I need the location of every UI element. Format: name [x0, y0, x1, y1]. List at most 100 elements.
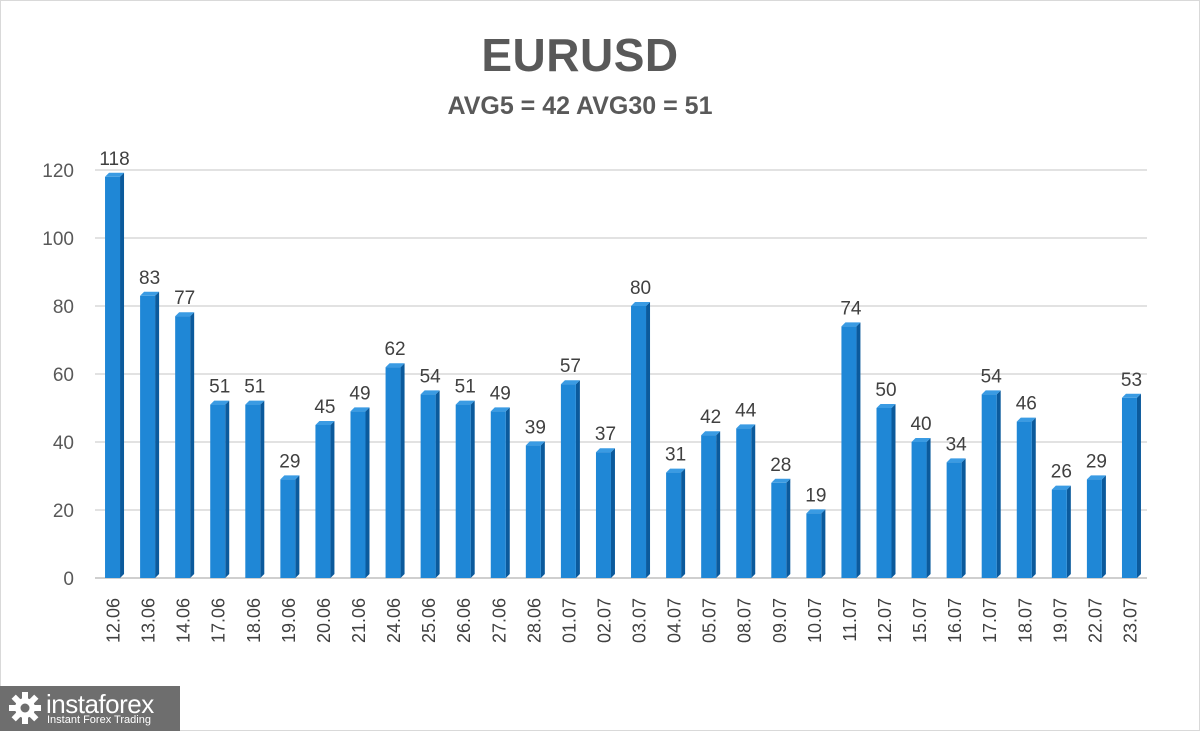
- bar-side: [295, 475, 300, 578]
- data-label: 46: [1016, 394, 1037, 415]
- bar-top: [140, 291, 160, 296]
- bar: [175, 312, 195, 578]
- bar-side: [1066, 485, 1071, 578]
- bar: [876, 404, 896, 578]
- bar: [1086, 475, 1106, 578]
- data-label: 19: [805, 485, 826, 506]
- data-label: 49: [349, 383, 370, 404]
- bar: [701, 431, 721, 578]
- bar-top: [1051, 485, 1071, 490]
- x-tick-label: 27.06: [489, 598, 509, 643]
- bar-side: [996, 390, 1001, 578]
- bar-side: [821, 509, 826, 578]
- bar-front: [946, 462, 962, 578]
- data-label: 54: [420, 366, 442, 387]
- bar-side: [1101, 475, 1106, 578]
- bar-front: [876, 408, 892, 578]
- chart-subtitle: AVG5 = 42 AVG30 = 51: [447, 92, 713, 120]
- bar-front: [280, 479, 296, 578]
- data-label: 26: [1051, 462, 1072, 483]
- bar-top: [175, 312, 195, 317]
- data-label: 118: [99, 149, 129, 170]
- bar-side: [120, 172, 125, 579]
- x-tick-label: 02.07: [594, 598, 614, 643]
- bar: [105, 172, 125, 579]
- bar: [666, 468, 686, 578]
- y-tick-label: 60: [53, 365, 74, 386]
- data-label: 44: [735, 400, 757, 421]
- bars: [105, 172, 1141, 579]
- x-tick-label: 08.07: [735, 598, 755, 643]
- bar-side: [1136, 393, 1141, 578]
- bar: [350, 407, 370, 578]
- x-tick-label: 19.07: [1050, 598, 1070, 643]
- bar-side: [470, 400, 475, 578]
- bar-front: [666, 472, 682, 578]
- data-label: 51: [209, 377, 230, 398]
- bar-front: [981, 394, 997, 578]
- bar-side: [575, 380, 580, 578]
- x-tick-label: 20.06: [314, 598, 334, 643]
- data-label: 37: [595, 424, 616, 445]
- data-label: 51: [455, 377, 476, 398]
- bar-top: [701, 431, 721, 436]
- bar-side: [891, 404, 896, 578]
- bar-side: [155, 291, 160, 578]
- bar-top: [490, 407, 510, 412]
- x-tick-label: 17.06: [209, 598, 229, 643]
- logo-tagline: Instant Forex Trading: [47, 714, 151, 726]
- bar-top: [771, 478, 791, 483]
- bar: [140, 291, 160, 578]
- bar-side: [681, 468, 686, 578]
- bar-side: [260, 400, 265, 578]
- bar-top: [210, 400, 230, 405]
- bar: [525, 441, 545, 578]
- bar-side: [786, 478, 791, 578]
- bar-front: [806, 513, 822, 578]
- bar-top: [525, 441, 545, 446]
- bar-side: [435, 390, 440, 578]
- bar-front: [490, 411, 506, 578]
- data-label: 28: [770, 455, 791, 476]
- x-tick-label: 25.06: [419, 598, 439, 643]
- data-label: 74: [840, 298, 862, 319]
- data-label: 39: [525, 417, 546, 438]
- bar-front: [1051, 489, 1067, 578]
- bar-front: [315, 425, 331, 578]
- bar-side: [751, 424, 756, 578]
- x-tick-label: 13.06: [139, 598, 159, 643]
- bar-front: [245, 404, 261, 578]
- bar-side: [926, 438, 931, 578]
- bar-front: [911, 442, 927, 578]
- x-tick-label: 28.06: [524, 598, 544, 643]
- bar-side: [610, 448, 615, 578]
- bar-front: [105, 176, 121, 579]
- x-tick-label: 17.07: [980, 598, 1000, 643]
- bar-front: [350, 411, 366, 578]
- bar-front: [1121, 397, 1137, 578]
- y-tick-label: 120: [42, 161, 74, 182]
- bar-front: [210, 404, 226, 578]
- bar-top: [105, 172, 125, 177]
- x-tick-label: 19.06: [279, 598, 299, 643]
- bar-side: [190, 312, 195, 578]
- bar-front: [140, 295, 156, 578]
- bar-top: [280, 475, 300, 480]
- x-tick-label: 18.07: [1015, 598, 1035, 643]
- data-label: 49: [490, 383, 511, 404]
- y-axis-ticks: 0 20 40 60 80 100 120: [42, 161, 74, 590]
- y-tick-label: 40: [53, 433, 74, 454]
- data-label: 80: [630, 278, 651, 299]
- y-tick-label: 0: [63, 569, 74, 590]
- bar: [490, 407, 510, 578]
- data-label: 57: [560, 356, 581, 377]
- data-label: 42: [700, 407, 721, 428]
- x-tick-label: 10.07: [805, 598, 825, 643]
- bar-side: [400, 363, 405, 578]
- y-tick-label: 100: [42, 229, 74, 250]
- x-tick-label: 12.06: [104, 598, 124, 643]
- bar-side: [505, 407, 510, 578]
- x-axis-ticks: 12.06 13.06 14.06 17.06 18.06 19.06 20.06 21.06…: [104, 598, 1141, 643]
- bar-side: [961, 458, 966, 578]
- bar-top: [560, 380, 580, 385]
